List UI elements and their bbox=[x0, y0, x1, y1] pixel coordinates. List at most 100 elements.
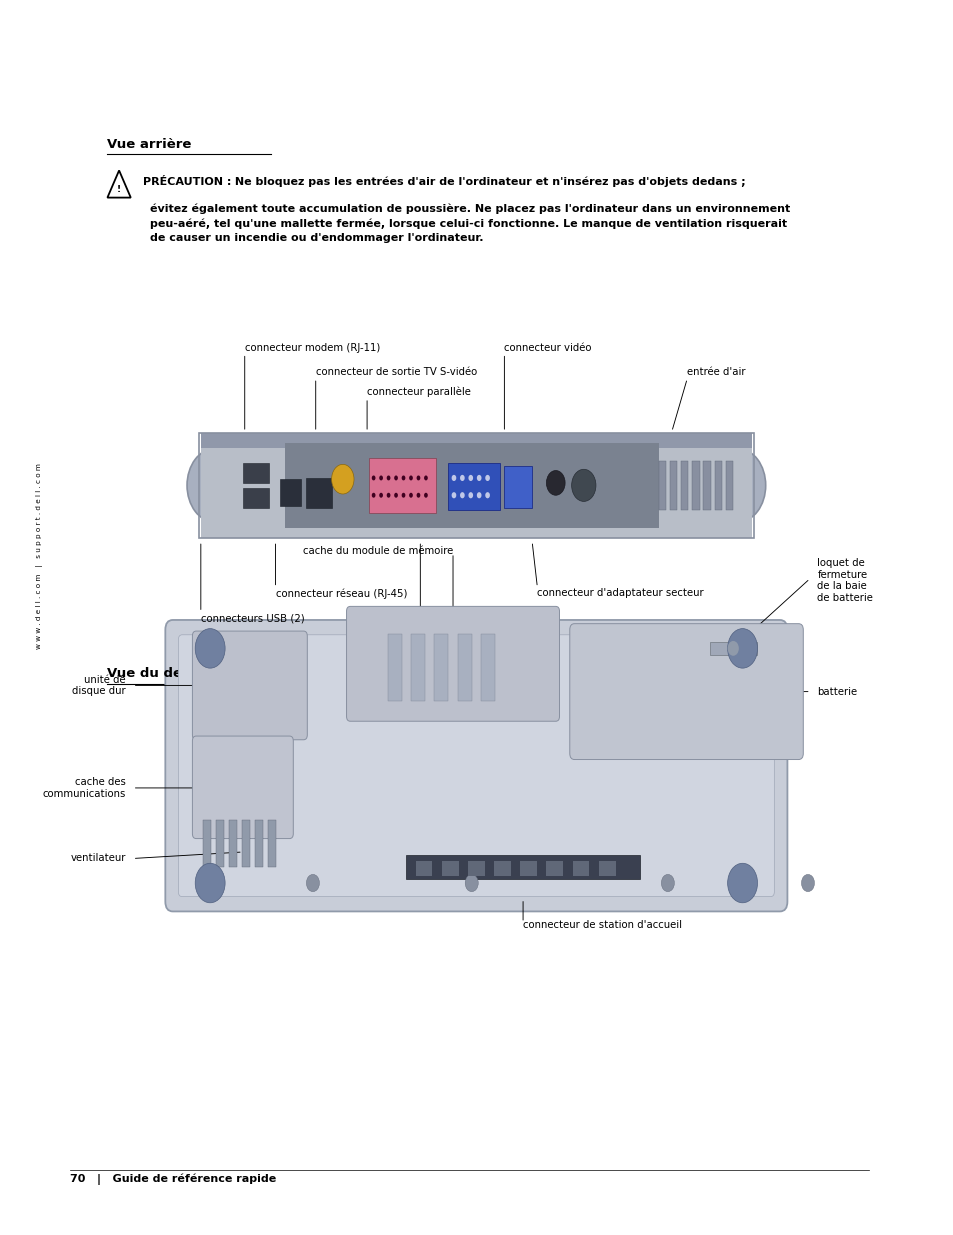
Bar bbox=[725, 461, 733, 510]
Circle shape bbox=[459, 493, 464, 498]
Bar bbox=[692, 461, 699, 510]
Circle shape bbox=[727, 629, 757, 668]
Text: ventilateur: ventilateur bbox=[71, 853, 126, 863]
FancyBboxPatch shape bbox=[193, 631, 307, 740]
Text: !: ! bbox=[117, 185, 121, 194]
Circle shape bbox=[372, 475, 375, 480]
Bar bbox=[369, 458, 436, 513]
Text: 70   |   Guide de référence rapide: 70 | Guide de référence rapide bbox=[70, 1173, 276, 1184]
Bar bbox=[546, 861, 562, 876]
Bar bbox=[201, 433, 751, 448]
Bar bbox=[416, 861, 432, 876]
Text: connecteur d'adaptateur secteur: connecteur d'adaptateur secteur bbox=[537, 589, 703, 599]
Circle shape bbox=[468, 493, 473, 498]
Circle shape bbox=[476, 475, 481, 482]
Bar bbox=[680, 461, 688, 510]
FancyBboxPatch shape bbox=[165, 620, 786, 911]
Text: PRÉCAUTION :: PRÉCAUTION : bbox=[143, 177, 231, 186]
Circle shape bbox=[394, 475, 397, 480]
Circle shape bbox=[394, 493, 397, 498]
Bar bbox=[519, 861, 537, 876]
Circle shape bbox=[379, 475, 382, 480]
Bar bbox=[243, 488, 269, 508]
Bar bbox=[201, 433, 751, 538]
Text: entrée d'air: entrée d'air bbox=[686, 367, 744, 378]
Text: cache des
communications: cache des communications bbox=[43, 777, 126, 799]
Circle shape bbox=[801, 874, 814, 892]
Text: cache du module de mémoire: cache du module de mémoire bbox=[302, 546, 453, 556]
Text: connecteur parallèle: connecteur parallèle bbox=[367, 387, 471, 398]
Text: Vue arrière: Vue arrière bbox=[108, 137, 192, 151]
Text: connecteur vidéo: connecteur vidéo bbox=[504, 342, 591, 353]
Bar bbox=[468, 861, 484, 876]
Bar bbox=[268, 820, 276, 867]
Bar bbox=[494, 861, 511, 876]
Circle shape bbox=[195, 863, 225, 903]
Bar bbox=[215, 820, 224, 867]
Text: connecteurs USB (2): connecteurs USB (2) bbox=[201, 614, 304, 624]
Bar bbox=[669, 461, 677, 510]
Circle shape bbox=[451, 493, 456, 498]
Circle shape bbox=[379, 493, 382, 498]
Circle shape bbox=[727, 863, 757, 903]
Text: Vue du dessous: Vue du dessous bbox=[108, 667, 225, 679]
Circle shape bbox=[468, 475, 473, 482]
Circle shape bbox=[306, 874, 319, 892]
Circle shape bbox=[727, 641, 738, 656]
Circle shape bbox=[476, 493, 481, 498]
Text: connecteur de station d'accueil: connecteur de station d'accueil bbox=[522, 920, 681, 930]
Bar bbox=[434, 634, 448, 701]
Bar bbox=[504, 466, 532, 508]
Bar bbox=[572, 861, 589, 876]
Bar bbox=[658, 461, 665, 510]
FancyBboxPatch shape bbox=[178, 635, 774, 897]
Circle shape bbox=[401, 493, 405, 498]
Bar bbox=[702, 461, 710, 510]
Text: batterie: batterie bbox=[817, 687, 857, 697]
Bar bbox=[202, 820, 211, 867]
Bar bbox=[306, 478, 332, 508]
Bar bbox=[598, 861, 615, 876]
Circle shape bbox=[386, 493, 390, 498]
Bar bbox=[387, 634, 401, 701]
Bar bbox=[285, 443, 658, 529]
Text: w w w . d e l l . c o m   |   s u p p o r t . d e l l . c o m: w w w . d e l l . c o m | s u p p o r t … bbox=[35, 463, 43, 648]
Circle shape bbox=[409, 475, 413, 480]
Circle shape bbox=[424, 475, 427, 480]
Bar bbox=[441, 861, 458, 876]
Circle shape bbox=[332, 464, 354, 494]
Circle shape bbox=[459, 475, 464, 482]
Bar bbox=[457, 634, 471, 701]
Bar bbox=[254, 820, 263, 867]
Circle shape bbox=[451, 475, 456, 482]
Circle shape bbox=[546, 471, 564, 495]
Text: connecteur modem (RJ-11): connecteur modem (RJ-11) bbox=[245, 342, 379, 353]
FancyBboxPatch shape bbox=[569, 624, 802, 760]
Text: unité de
disque dur: unité de disque dur bbox=[72, 674, 126, 697]
Bar bbox=[411, 634, 424, 701]
Circle shape bbox=[465, 874, 477, 892]
Bar bbox=[280, 479, 300, 506]
Bar bbox=[243, 463, 269, 483]
Bar bbox=[480, 634, 495, 701]
Circle shape bbox=[571, 469, 596, 501]
Circle shape bbox=[409, 493, 413, 498]
Circle shape bbox=[485, 493, 490, 498]
Text: connecteur réseau (RJ-45): connecteur réseau (RJ-45) bbox=[275, 589, 407, 599]
Bar bbox=[714, 461, 721, 510]
Circle shape bbox=[485, 475, 490, 482]
Circle shape bbox=[187, 448, 242, 522]
FancyBboxPatch shape bbox=[193, 736, 293, 839]
Text: Ne bloquez pas les entrées d'air de l'ordinateur et n'insérez pas d'objets dedan: Ne bloquez pas les entrées d'air de l'or… bbox=[231, 177, 744, 188]
Circle shape bbox=[416, 493, 420, 498]
Circle shape bbox=[195, 629, 225, 668]
Bar bbox=[229, 820, 237, 867]
Bar bbox=[448, 463, 499, 510]
Bar bbox=[242, 820, 250, 867]
Circle shape bbox=[424, 493, 427, 498]
Circle shape bbox=[709, 448, 765, 522]
Circle shape bbox=[386, 475, 390, 480]
Text: connecteur série: connecteur série bbox=[420, 614, 504, 624]
Bar bbox=[709, 642, 756, 655]
Circle shape bbox=[372, 493, 375, 498]
